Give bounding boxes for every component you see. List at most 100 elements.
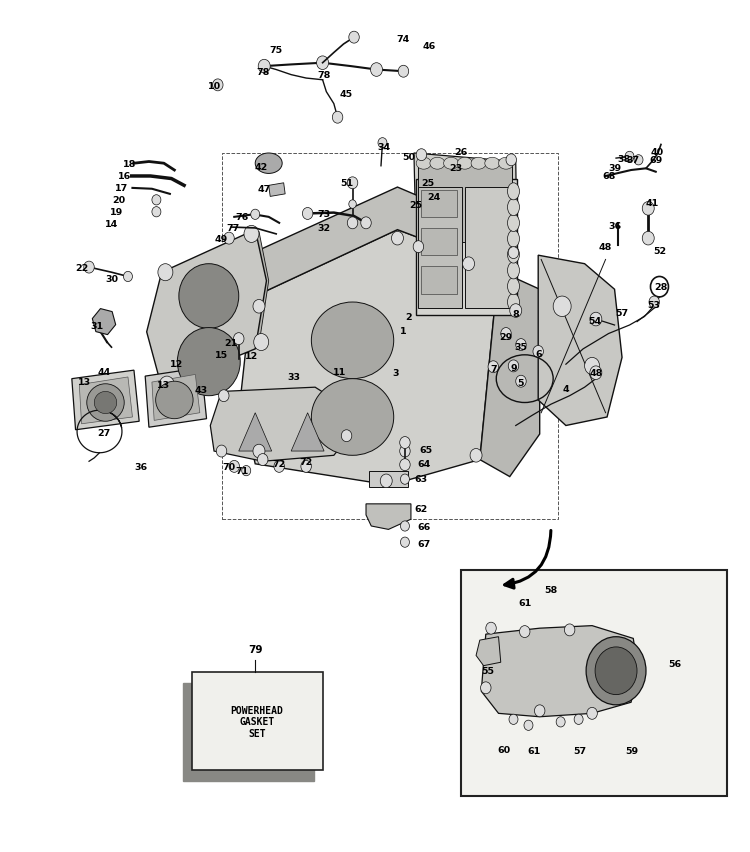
Circle shape <box>349 32 359 44</box>
Circle shape <box>565 625 575 636</box>
Circle shape <box>392 232 404 245</box>
Circle shape <box>534 615 543 625</box>
Circle shape <box>84 262 94 273</box>
Text: 18: 18 <box>123 159 136 169</box>
Ellipse shape <box>508 216 520 233</box>
Text: 15: 15 <box>215 351 228 360</box>
Bar <box>182 683 314 780</box>
Circle shape <box>516 376 526 388</box>
Circle shape <box>341 430 352 442</box>
Text: 29: 29 <box>500 332 513 341</box>
Text: 55: 55 <box>481 666 494 676</box>
Text: 16: 16 <box>118 172 131 181</box>
Text: 65: 65 <box>419 446 433 454</box>
Circle shape <box>152 207 161 217</box>
Text: 26: 26 <box>454 147 468 157</box>
Text: 78: 78 <box>256 67 269 77</box>
Circle shape <box>642 232 654 245</box>
Text: 72: 72 <box>272 460 286 469</box>
Polygon shape <box>146 368 206 428</box>
Circle shape <box>349 200 356 209</box>
Text: 40: 40 <box>651 147 664 157</box>
Text: 37: 37 <box>627 156 640 165</box>
Text: 48: 48 <box>590 369 602 377</box>
Text: 44: 44 <box>98 368 111 377</box>
Circle shape <box>488 361 499 373</box>
Ellipse shape <box>508 183 520 200</box>
Ellipse shape <box>508 247 520 264</box>
Text: 41: 41 <box>645 199 658 208</box>
Ellipse shape <box>178 264 238 329</box>
Ellipse shape <box>177 328 240 396</box>
Circle shape <box>347 177 358 189</box>
Text: 71: 71 <box>235 467 248 475</box>
Circle shape <box>510 304 522 318</box>
Circle shape <box>251 210 260 220</box>
Circle shape <box>347 217 358 229</box>
Polygon shape <box>416 179 518 315</box>
Circle shape <box>486 623 496 635</box>
Circle shape <box>400 521 410 532</box>
Text: 59: 59 <box>626 746 638 756</box>
Text: 70: 70 <box>223 463 236 471</box>
Circle shape <box>316 57 328 71</box>
Text: 62: 62 <box>415 504 428 513</box>
Circle shape <box>533 346 544 358</box>
Text: 35: 35 <box>514 343 527 351</box>
Circle shape <box>332 112 343 124</box>
Ellipse shape <box>508 262 520 279</box>
Ellipse shape <box>94 392 117 414</box>
Text: 19: 19 <box>110 208 123 217</box>
Text: 60: 60 <box>497 745 510 754</box>
Circle shape <box>274 461 284 473</box>
Text: 28: 28 <box>654 283 668 292</box>
Circle shape <box>229 461 239 473</box>
Polygon shape <box>366 504 411 530</box>
Circle shape <box>574 714 583 724</box>
Text: 9: 9 <box>510 364 517 372</box>
Polygon shape <box>465 256 540 477</box>
Bar <box>422 228 458 256</box>
Ellipse shape <box>430 158 445 170</box>
Ellipse shape <box>508 199 520 216</box>
Circle shape <box>509 247 519 259</box>
Text: 3: 3 <box>393 369 399 377</box>
Text: 4: 4 <box>562 385 569 394</box>
Text: 32: 32 <box>317 223 331 233</box>
Text: 47: 47 <box>257 185 271 194</box>
Text: 33: 33 <box>288 372 301 381</box>
Text: 34: 34 <box>377 142 391 152</box>
Text: 56: 56 <box>668 659 681 669</box>
Circle shape <box>554 296 572 317</box>
Text: 45: 45 <box>340 89 353 99</box>
Ellipse shape <box>508 294 520 311</box>
Text: 48: 48 <box>599 243 612 252</box>
Text: 25: 25 <box>421 179 434 188</box>
Bar <box>369 472 408 487</box>
Text: 25: 25 <box>410 200 423 210</box>
Text: 76: 76 <box>235 213 248 222</box>
Ellipse shape <box>156 382 193 419</box>
Ellipse shape <box>508 231 520 248</box>
Ellipse shape <box>255 154 282 174</box>
Ellipse shape <box>443 158 458 170</box>
Circle shape <box>216 446 226 458</box>
Text: 42: 42 <box>254 163 268 172</box>
Text: 10: 10 <box>208 82 220 91</box>
Text: 39: 39 <box>608 164 621 173</box>
Text: 11: 11 <box>332 368 346 377</box>
Text: 14: 14 <box>105 220 118 229</box>
Text: 38: 38 <box>617 154 630 164</box>
Text: 21: 21 <box>225 338 238 347</box>
Bar <box>191 673 322 770</box>
Circle shape <box>224 233 234 245</box>
Text: 31: 31 <box>90 321 103 330</box>
Circle shape <box>380 475 392 488</box>
Text: 79: 79 <box>248 645 262 654</box>
Ellipse shape <box>416 158 431 170</box>
Circle shape <box>535 705 545 717</box>
Circle shape <box>400 437 410 449</box>
Circle shape <box>463 257 475 271</box>
Text: 67: 67 <box>417 538 430 548</box>
Circle shape <box>416 150 427 162</box>
